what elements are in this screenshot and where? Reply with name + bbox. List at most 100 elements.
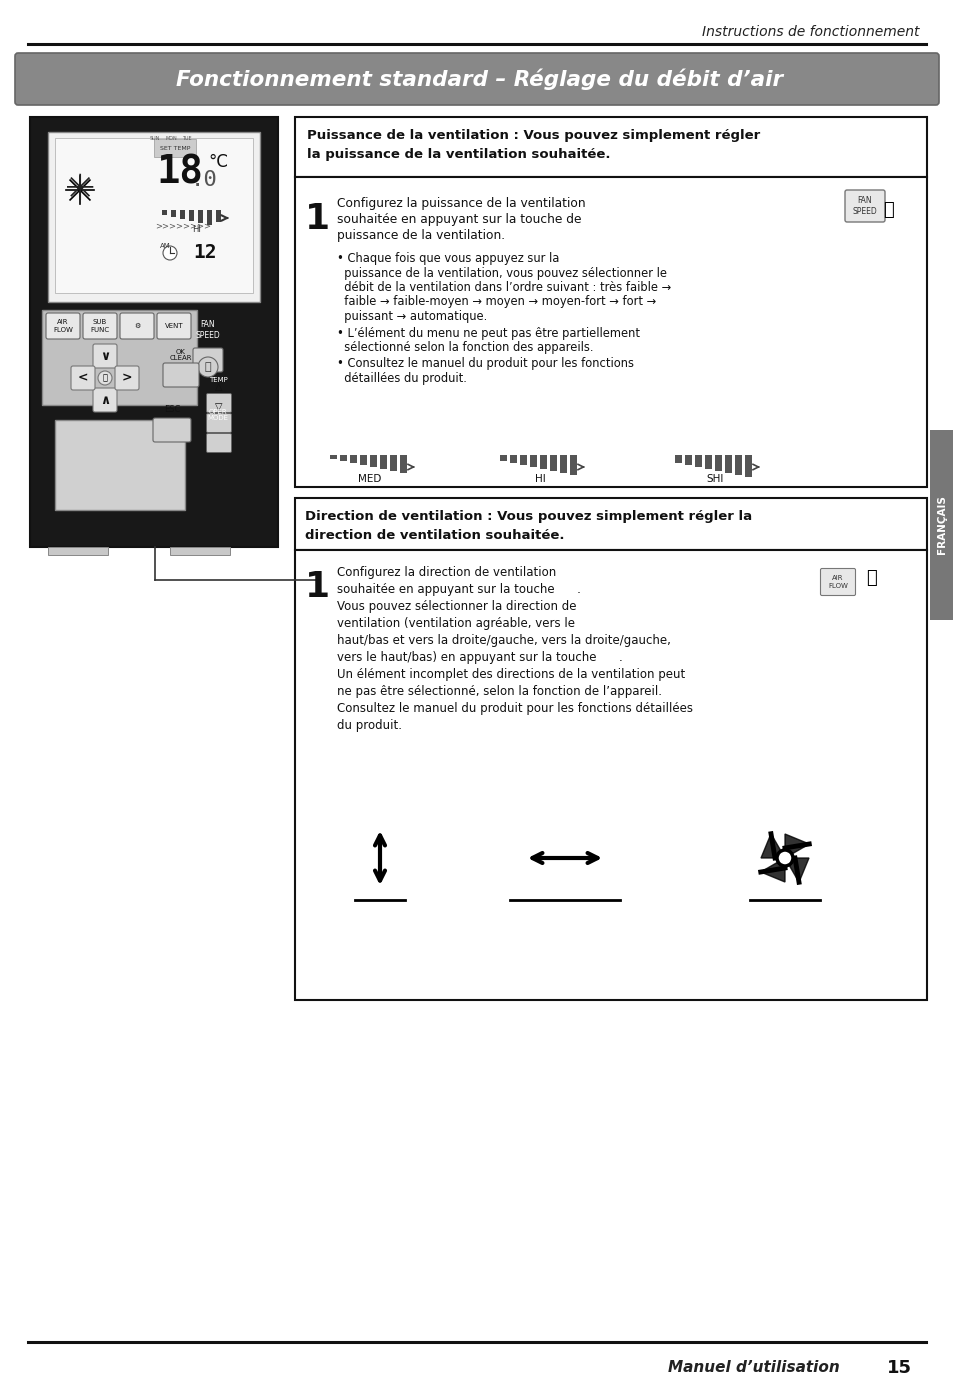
- Circle shape: [98, 371, 112, 385]
- FancyBboxPatch shape: [92, 388, 117, 412]
- Bar: [704, 455, 711, 469]
- Text: Configurez la puissance de la ventilation: Configurez la puissance de la ventilatio…: [336, 197, 585, 210]
- Text: vers le haut/bas) en appuyant sur la touche      .: vers le haut/bas) en appuyant sur la tou…: [336, 651, 622, 664]
- Bar: [189, 210, 193, 221]
- Bar: [207, 210, 212, 225]
- Text: ✳: ✳: [65, 174, 95, 207]
- Bar: [180, 210, 185, 218]
- Bar: [55, 139, 253, 293]
- Polygon shape: [784, 858, 808, 882]
- Text: Manuel d’utilisation: Manuel d’utilisation: [667, 1361, 840, 1375]
- Text: Instructions de fonctionnement: Instructions de fonctionnement: [701, 25, 919, 39]
- Text: la puissance de la ventilation souhaitée.: la puissance de la ventilation souhaitée…: [307, 148, 610, 161]
- Bar: [744, 455, 751, 477]
- FancyBboxPatch shape: [152, 419, 191, 442]
- Text: ⏻: ⏻: [205, 363, 212, 372]
- Text: HI: HI: [193, 225, 201, 234]
- Text: AM: AM: [159, 244, 171, 249]
- FancyBboxPatch shape: [206, 393, 232, 413]
- Text: ESC: ESC: [164, 406, 180, 414]
- Circle shape: [163, 246, 177, 260]
- Bar: [215, 210, 221, 223]
- Bar: [929, 430, 953, 620]
- Bar: [30, 118, 277, 547]
- Bar: [510, 455, 517, 463]
- Bar: [519, 455, 526, 465]
- Bar: [390, 455, 396, 470]
- Text: ∧: ∧: [100, 393, 110, 406]
- Bar: [684, 455, 691, 465]
- FancyBboxPatch shape: [844, 190, 884, 223]
- FancyBboxPatch shape: [163, 363, 199, 386]
- Text: 👆: 👆: [865, 568, 877, 587]
- Text: AIR
FLOW: AIR FLOW: [53, 319, 72, 333]
- Text: 15: 15: [886, 1359, 911, 1378]
- FancyBboxPatch shape: [115, 365, 139, 391]
- Text: OK
CLEAR: OK CLEAR: [170, 349, 193, 361]
- Bar: [714, 455, 721, 470]
- Bar: [695, 455, 701, 468]
- Text: FRANÇAIS: FRANÇAIS: [936, 496, 946, 554]
- Text: MON: MON: [165, 136, 176, 141]
- Text: 18: 18: [156, 153, 203, 190]
- Text: FAN
SPEED: FAN SPEED: [195, 321, 220, 340]
- Bar: [170, 547, 230, 554]
- Circle shape: [776, 850, 792, 867]
- Text: OPER
MODE: OPER MODE: [208, 409, 229, 421]
- FancyBboxPatch shape: [820, 568, 855, 595]
- Bar: [294, 176, 926, 487]
- Text: Configurez la direction de ventilation: Configurez la direction de ventilation: [336, 566, 556, 580]
- Text: • L’élément du menu ne peut pas être partiellement: • L’élément du menu ne peut pas être par…: [336, 326, 639, 340]
- Text: AIR
FLOW: AIR FLOW: [827, 575, 847, 588]
- Text: >>>>>>>>: >>>>>>>>: [154, 221, 211, 230]
- Circle shape: [198, 357, 218, 377]
- Text: débit de la ventilation dans l’ordre suivant : très faible →: débit de la ventilation dans l’ordre sui…: [336, 281, 671, 294]
- Text: faible → faible-moyen → moyen → moyen-fort → fort →: faible → faible-moyen → moyen → moyen-fo…: [336, 295, 656, 308]
- Text: souhaitée en appuyant sur la touche de: souhaitée en appuyant sur la touche de: [336, 213, 581, 225]
- Text: SHI: SHI: [705, 475, 723, 484]
- FancyBboxPatch shape: [46, 314, 80, 339]
- Text: puissance de la ventilation.: puissance de la ventilation.: [336, 230, 504, 242]
- FancyBboxPatch shape: [15, 53, 938, 105]
- Text: FAN
SPEED: FAN SPEED: [852, 196, 877, 216]
- FancyBboxPatch shape: [206, 413, 232, 433]
- Text: SUB
FUNC: SUB FUNC: [91, 319, 110, 333]
- Polygon shape: [784, 834, 808, 858]
- Bar: [162, 210, 167, 216]
- Bar: [675, 455, 681, 463]
- Text: <: <: [77, 371, 89, 385]
- Text: MED: MED: [358, 475, 381, 484]
- FancyBboxPatch shape: [157, 314, 191, 339]
- Text: Consultez le manuel du produit pour les fonctions détaillées: Consultez le manuel du produit pour les …: [336, 701, 692, 715]
- Polygon shape: [760, 834, 784, 858]
- Text: △: △: [215, 382, 222, 392]
- Bar: [294, 118, 926, 176]
- Text: • Consultez le manuel du produit pour les fonctions: • Consultez le manuel du produit pour le…: [336, 357, 634, 371]
- FancyBboxPatch shape: [120, 314, 153, 339]
- Bar: [559, 455, 566, 473]
- FancyBboxPatch shape: [206, 434, 232, 452]
- Text: détaillées du produit.: détaillées du produit.: [336, 372, 466, 385]
- FancyBboxPatch shape: [71, 365, 95, 391]
- Text: Vous pouvez sélectionner la direction de: Vous pouvez sélectionner la direction de: [336, 601, 576, 613]
- Text: ∨: ∨: [100, 350, 110, 363]
- Text: 1: 1: [305, 570, 330, 603]
- FancyBboxPatch shape: [193, 349, 223, 372]
- Bar: [171, 210, 175, 217]
- Bar: [370, 455, 376, 468]
- Text: ⚙: ⚙: [133, 323, 140, 329]
- Text: SET TEMP: SET TEMP: [160, 146, 190, 151]
- Text: TUE: TUE: [182, 136, 192, 141]
- Bar: [294, 550, 926, 1000]
- Bar: [499, 455, 506, 461]
- Text: Fonctionnement standard – Réglage du débit d’air: Fonctionnement standard – Réglage du déb…: [176, 69, 782, 90]
- Bar: [539, 455, 546, 469]
- Bar: [359, 455, 367, 465]
- Bar: [734, 455, 741, 475]
- Bar: [48, 547, 108, 554]
- Bar: [330, 455, 336, 459]
- Text: souhaitée en appuyant sur la touche      .: souhaitée en appuyant sur la touche .: [336, 582, 580, 596]
- Bar: [48, 132, 260, 302]
- Text: >: >: [122, 371, 132, 385]
- Text: direction de ventilation souhaitée.: direction de ventilation souhaitée.: [305, 529, 564, 542]
